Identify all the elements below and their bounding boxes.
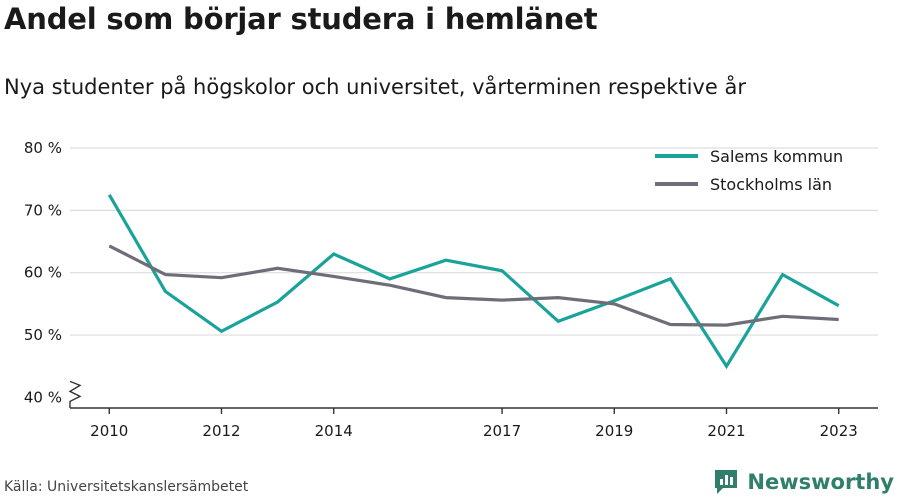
x-tick-label: 2012 bbox=[202, 422, 240, 440]
y-tick-label: 40 % bbox=[24, 388, 62, 406]
y-tick-label: 60 % bbox=[24, 264, 62, 282]
series-layer bbox=[107, 193, 840, 370]
y-tick-label: 70 % bbox=[24, 201, 62, 219]
source-note: Källa: Universitetskanslersämbetet bbox=[4, 479, 249, 495]
brand-logo[interactable]: Newsworthy bbox=[713, 468, 894, 496]
axis-layer: 40 % 50 % 60 % 70 % 80 % 2010 2012 2014 2017 2019… bbox=[24, 139, 878, 440]
legend-label: Stockholms län bbox=[710, 175, 832, 194]
series-line-0 bbox=[107, 193, 840, 370]
axis-break-marker bbox=[68, 380, 82, 408]
x-tick-label: 2019 bbox=[595, 422, 633, 440]
line-chart: 40 % 50 % 60 % 70 % 80 % 2010 2012 2014 2017 2019… bbox=[24, 139, 878, 440]
legend-label: Salems kommun bbox=[710, 147, 843, 166]
chart-subtitle: Nya studenter på högskolor och universit… bbox=[4, 75, 746, 99]
series-line-1 bbox=[108, 244, 839, 327]
x-tick-label: 2017 bbox=[483, 422, 521, 440]
legend: Salems kommun Stockholms län bbox=[655, 147, 843, 194]
chart-title: Andel som börjar studera i hemlänet bbox=[4, 2, 598, 36]
y-tick-label: 50 % bbox=[24, 326, 62, 344]
x-tick-label: 2021 bbox=[707, 422, 745, 440]
newsworthy-logo-icon bbox=[715, 470, 738, 494]
grid-layer bbox=[70, 147, 878, 336]
x-tick-label: 2014 bbox=[315, 422, 353, 440]
brand-name: Newsworthy bbox=[747, 470, 894, 494]
x-tick-label: 2010 bbox=[90, 422, 128, 440]
y-tick-label: 80 % bbox=[24, 139, 62, 157]
x-tick-label: 2023 bbox=[820, 422, 858, 440]
